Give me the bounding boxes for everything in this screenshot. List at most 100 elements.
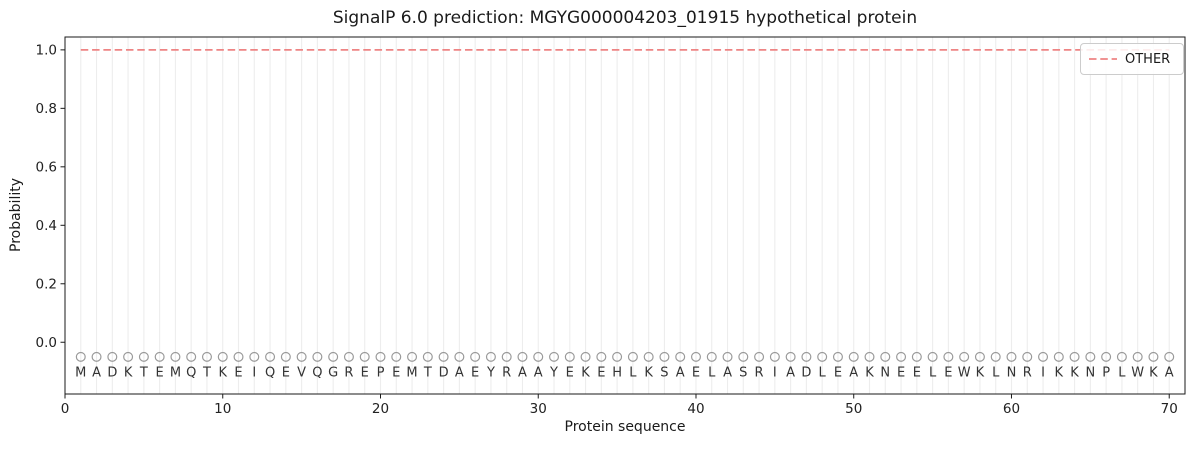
chart-title: SignalP 6.0 prediction: MGYG000004203_01… <box>332 8 918 28</box>
residue-letter: E <box>156 365 164 380</box>
x-tick-label: 0 <box>61 401 70 417</box>
residue-letter: L <box>819 365 827 380</box>
residue-letter: Y <box>549 365 558 380</box>
residue-letter: K <box>124 365 133 380</box>
residue-letter: G <box>328 365 338 380</box>
axes-border <box>64 36 1186 395</box>
residue-marker-circle <box>1148 351 1159 362</box>
residue-letter: L <box>929 365 937 380</box>
residue-marker-circle <box>1022 351 1033 362</box>
residue-marker-circle <box>722 351 733 362</box>
x-tick-label: 70 <box>1161 401 1178 417</box>
residue-letter: E <box>471 365 479 380</box>
residue-marker-circle <box>438 351 449 362</box>
residue-letter: A <box>786 365 795 380</box>
residue-marker-circle <box>690 351 701 362</box>
residue-marker-circle <box>1132 351 1143 362</box>
residue-marker-circle <box>312 351 323 362</box>
residue-letter: A <box>518 365 527 380</box>
residue-marker-circle <box>422 351 433 362</box>
x-tick-label: 50 <box>845 401 862 417</box>
residue-letter: S <box>739 365 747 380</box>
residue-letter: D <box>801 365 811 380</box>
residue-marker-circle <box>1116 351 1127 362</box>
x-tick-label: 30 <box>530 401 547 417</box>
residue-marker-circle <box>943 351 954 362</box>
residue-letter: E <box>597 365 605 380</box>
residue-letter: I <box>252 365 256 380</box>
residue-letter: N <box>880 365 890 380</box>
residue-marker-circle <box>580 351 591 362</box>
residue-letter: Q <box>312 365 322 380</box>
residue-letter: Y <box>486 365 495 380</box>
residue-letter: P <box>377 365 385 380</box>
gridlines <box>80 37 1170 394</box>
x-tick-label: 60 <box>1003 401 1020 417</box>
residue-marker-circle <box>533 351 544 362</box>
residue-marker-circle <box>375 351 386 362</box>
residue-marker-circle <box>123 351 134 362</box>
residue-letter: L <box>708 365 716 380</box>
residue-letter: H <box>612 365 622 380</box>
residue-letter: L <box>1118 365 1126 380</box>
residue-marker-circle <box>549 351 560 362</box>
residue-marker-circle <box>249 351 260 362</box>
residue-letter: W <box>1131 365 1144 380</box>
residue-marker-circle <box>107 351 118 362</box>
residue-marker-circle <box>265 351 276 362</box>
y-tick-label: 0.4 <box>36 218 57 234</box>
residue-marker-circle <box>1006 351 1017 362</box>
residue-marker-circle <box>785 351 796 362</box>
residue-letter: Q <box>186 365 196 380</box>
residue-letter: A <box>849 365 858 380</box>
x-axis-label: Protein sequence <box>564 419 686 435</box>
residue-letter: E <box>566 365 574 380</box>
residue-letter: K <box>644 365 653 380</box>
residue-marker-circle <box>391 351 402 362</box>
residue-letter: E <box>392 365 400 380</box>
y-tick-label: 0.2 <box>36 277 57 293</box>
residue-marker-circle <box>880 351 891 362</box>
residue-letter: E <box>282 365 290 380</box>
residue-letter: M <box>75 365 86 380</box>
residue-letter: K <box>1149 365 1158 380</box>
residue-letter: E <box>913 365 921 380</box>
residue-marker-circle <box>91 351 102 362</box>
residue-marker-circle <box>343 351 354 362</box>
residue-letter: K <box>865 365 874 380</box>
residue-marker-circle <box>1085 351 1096 362</box>
residue-letter: T <box>202 365 211 380</box>
residue-marker-circle <box>170 351 181 362</box>
residue-letter: A <box>455 365 464 380</box>
residue-letter: T <box>423 365 432 380</box>
residue-letter: A <box>723 365 732 380</box>
residue-letter: E <box>361 365 369 380</box>
residue-marker-circle <box>754 351 765 362</box>
residue-letter: K <box>976 365 985 380</box>
residue-letter: A <box>676 365 685 380</box>
residue-marker-circle <box>974 351 985 362</box>
residue-marker-circle <box>217 351 228 362</box>
y-tick-label: 0.8 <box>36 101 57 117</box>
residue-marker-circle <box>470 351 481 362</box>
residue-marker-circle <box>675 351 686 362</box>
residue-letter: N <box>1007 365 1017 380</box>
residue-marker-circle <box>738 351 749 362</box>
residue-marker-circle <box>706 351 717 362</box>
residue-marker-circle <box>612 351 623 362</box>
legend-dashed-line-icon <box>1089 58 1117 60</box>
residue-letter: N <box>1085 365 1095 380</box>
residue-letter: E <box>944 365 952 380</box>
residue-letter: E <box>897 365 905 380</box>
residue-letter: A <box>534 365 543 380</box>
residue-marker-circle <box>328 351 339 362</box>
residue-marker-circle <box>959 351 970 362</box>
y-axis-ticks: 0.0 0.2 0.4 0.6 0.8 1.0 <box>36 43 65 351</box>
residue-letter: P <box>1102 365 1110 380</box>
residue-letter: K <box>218 365 227 380</box>
y-tick-label: 1.0 <box>36 43 57 59</box>
residue-letter: Q <box>265 365 275 380</box>
residue-marker-circle <box>832 351 843 362</box>
